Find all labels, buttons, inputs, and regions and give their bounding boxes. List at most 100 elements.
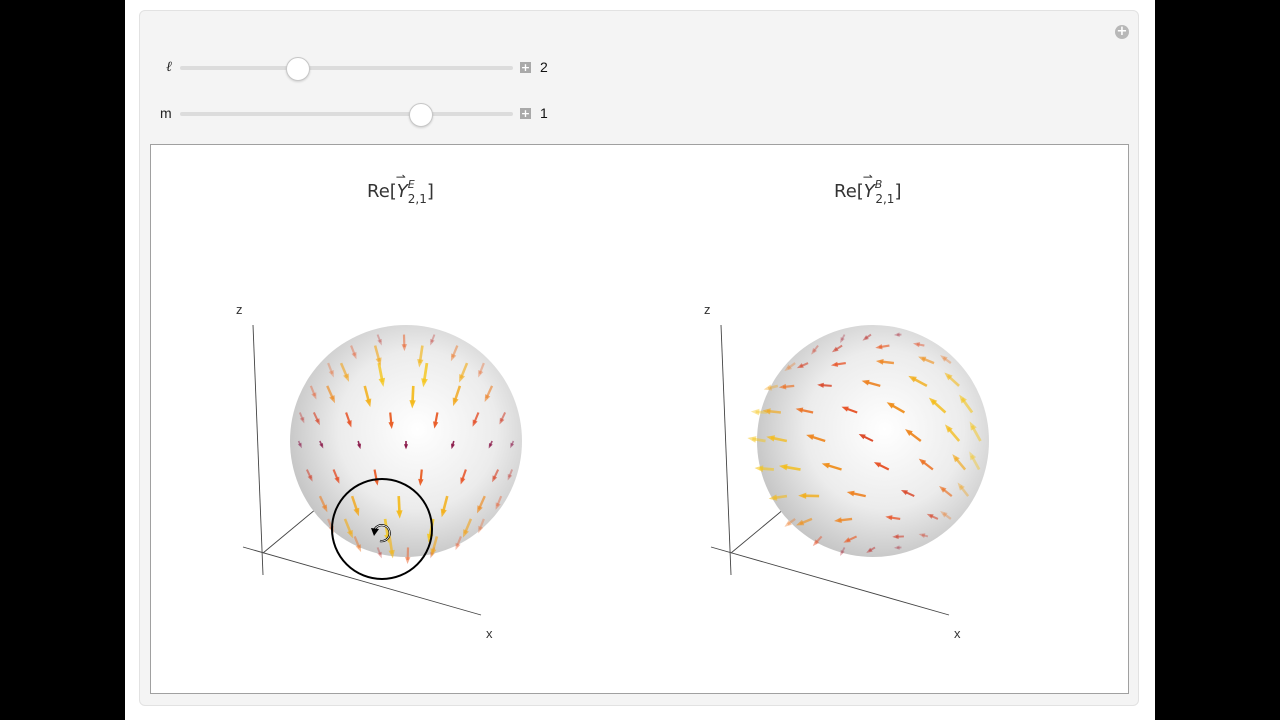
m-control-row: m + 1 [140, 102, 660, 127]
field-arrow-B-17 [959, 485, 970, 497]
field-arrowhead-E-23 [507, 473, 513, 481]
field-arrowhead-B-31 [766, 435, 776, 442]
field-arrowhead-E-39 [388, 421, 394, 429]
cursor-ring [331, 478, 433, 580]
l-slider-track[interactable] [180, 57, 513, 81]
axis-label-z-electric: z [236, 302, 243, 317]
plot-area[interactable]: Re[⇀ YE2,1] Re[⇀ YB2,1] [150, 144, 1129, 694]
field-arrow-B-23 [970, 454, 981, 471]
field-arrowhead-E-43 [329, 395, 335, 404]
field-arrowhead-B-10 [926, 513, 934, 519]
m-expand-icon[interactable]: + [520, 107, 531, 120]
demonstration-page: + ℓ + 2 m + 1 Re[⇀ YE2,1] Re[⇀ YB2,1] [125, 0, 1155, 720]
field-arrowhead-E-29 [510, 442, 515, 449]
field-arrowhead-B-56 [893, 332, 900, 337]
field-arrowhead-B-48 [784, 364, 792, 372]
field-arrowhead-B-32 [806, 434, 815, 440]
plot-title-electric: Re[⇀ YE2,1] [367, 170, 434, 206]
l-expand-icon[interactable]: + [520, 61, 531, 74]
field-arrowhead-B-17 [957, 482, 965, 491]
field-arrowhead-B-22 [952, 454, 960, 463]
field-arrowhead-B-34 [928, 397, 938, 406]
field-arrow-E-0 [376, 547, 382, 556]
field-arrowhead-B-3 [812, 539, 820, 547]
plot-electric[interactable]: z x [236, 302, 522, 641]
field-arrowhead-E-16 [477, 505, 483, 514]
field-arrowhead-E-50 [378, 377, 386, 387]
field-arrow-B-52 [916, 343, 925, 347]
field-arrowhead-E-6 [455, 542, 461, 551]
field-arrow-B-48 [787, 362, 796, 370]
field-arrowhead-B-9 [885, 515, 893, 521]
field-arrowhead-B-49 [796, 363, 804, 369]
field-arrow-B-3 [814, 535, 823, 544]
field-arrowhead-B-25 [778, 464, 788, 471]
field-arrowhead-E-10 [463, 529, 469, 538]
manipulate-panel: + ℓ + 2 m + 1 Re[⇀ YE2,1] Re[⇀ YB2,1] [139, 10, 1139, 706]
field-arrowhead-E-44 [365, 398, 372, 408]
field-arrowhead-E-15 [440, 508, 447, 518]
field-arrowhead-E-24 [307, 474, 313, 482]
field-arrowhead-E-48 [328, 369, 334, 378]
m-slider-knob[interactable] [408, 103, 433, 127]
field-arrowhead-B-40 [908, 375, 917, 383]
field-arrowhead-B-5 [892, 534, 899, 540]
field-arrowhead-B-54 [831, 346, 839, 353]
field-arrowhead-B-38 [795, 407, 804, 414]
field-arrowhead-E-3 [355, 544, 362, 553]
field-arrow-E-17 [496, 495, 503, 507]
field-arrow-E-57 [376, 334, 382, 343]
field-arrowhead-E-36 [299, 416, 305, 424]
field-arrow-B-0 [840, 547, 846, 554]
field-arrow-B-47 [942, 356, 952, 365]
field-arrowhead-E-52 [450, 353, 457, 362]
field-arrowhead-B-24 [754, 465, 764, 472]
field-arrowhead-B-26 [858, 433, 866, 440]
field-arrow-B-29 [970, 425, 982, 442]
plot-magnetic[interactable]: z x [704, 302, 989, 641]
field-arrow-E-47 [478, 362, 485, 375]
field-arrowhead-E-22 [492, 475, 498, 483]
axis-label-x-magnetic: x [954, 626, 961, 641]
field-arrowhead-B-7 [796, 519, 805, 526]
field-arrowhead-B-6 [918, 533, 926, 539]
m-slider-track[interactable] [180, 103, 513, 127]
field-arrowhead-E-58 [401, 344, 407, 352]
field-arrowhead-E-33 [433, 421, 439, 429]
field-arrowhead-E-20 [418, 478, 424, 487]
field-arrowhead-E-4 [388, 549, 395, 559]
field-arrowhead-E-11 [478, 525, 484, 534]
field-arrowhead-E-35 [499, 417, 505, 425]
field-arrowhead-B-51 [875, 358, 884, 365]
field-arrowhead-B-28 [944, 424, 953, 433]
field-arrowhead-E-45 [409, 400, 416, 409]
l-slider-knob[interactable] [285, 57, 310, 81]
field-arrowhead-E-17 [495, 502, 501, 510]
field-arrowhead-E-0 [377, 551, 382, 559]
m-value: 1 [540, 105, 548, 121]
field-arrowhead-E-31 [319, 442, 324, 449]
l-control-row: ℓ + 2 [140, 56, 660, 81]
field-arrowhead-E-26 [403, 444, 409, 450]
field-arrowhead-E-13 [353, 507, 360, 517]
field-arrowhead-B-21 [918, 458, 927, 466]
field-arrowhead-E-57 [377, 338, 382, 346]
field-arrowhead-B-19 [821, 462, 830, 469]
vector-field-magnetic [747, 332, 982, 557]
field-arrowhead-E-40 [452, 397, 459, 407]
field-arrowhead-B-58 [862, 335, 869, 341]
plots-svg[interactable]: z x [151, 145, 1128, 693]
field-arrowhead-B-20 [873, 462, 882, 468]
field-arrow-E-48 [327, 362, 334, 375]
field-arrowhead-B-30 [747, 436, 757, 443]
field-arrowhead-B-50 [830, 361, 839, 367]
field-arrowhead-B-53 [811, 348, 818, 355]
expand-options-icon[interactable]: + [1115, 24, 1129, 39]
field-arrowhead-B-15 [900, 490, 908, 496]
plot-title-magnetic: Re[⇀ YB2,1] [834, 170, 902, 206]
axis-label-x-electric: x [486, 626, 493, 641]
field-arrowhead-E-28 [488, 442, 493, 449]
field-arrowhead-B-0 [840, 549, 845, 557]
field-arrowhead-E-5 [430, 548, 437, 557]
field-arrow-E-53 [350, 345, 357, 356]
